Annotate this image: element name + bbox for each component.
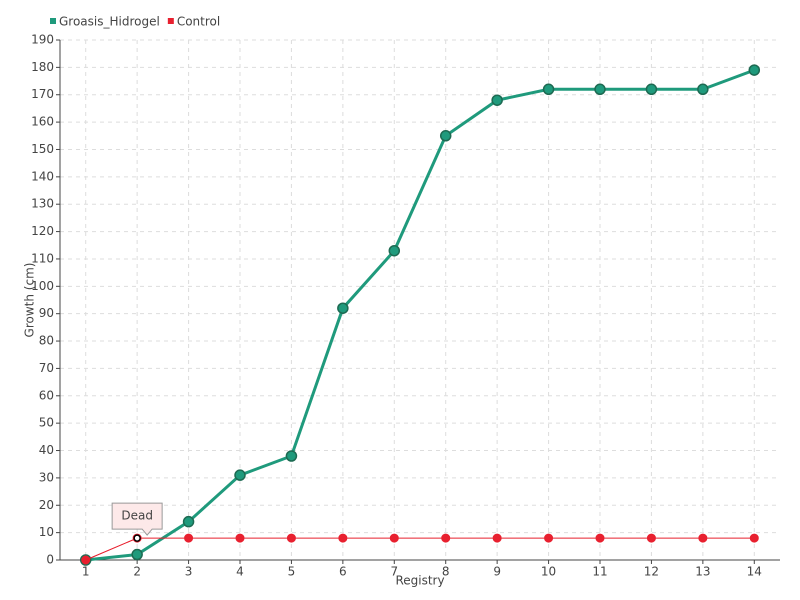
data-point [389,533,399,543]
data-point [492,533,502,543]
annotation-pointer [85,537,138,561]
y-tick-label: 110 [31,251,54,265]
x-tick-label: 11 [592,565,607,579]
annotation-box [111,502,163,536]
y-tick-label: 190 [31,33,54,47]
data-point [594,83,606,96]
data-point [234,469,246,481]
y-tick-label: 90 [39,306,54,320]
data-point [285,450,298,462]
y-tick-label: 100 [31,279,54,293]
x-tick-label: 10 [541,565,556,579]
x-tick-label: 14 [747,565,762,579]
annotation-marker [133,534,141,542]
x-axis-label: Registry [395,574,444,588]
data-point [645,83,658,96]
data-point [441,533,451,543]
x-tick-label: 2 [133,565,141,579]
data-point [388,244,401,257]
y-tick-label: 130 [31,197,54,211]
data-point [184,533,194,543]
legend-label: Groasis_Hidrogel [59,15,160,29]
x-tick-label: 12 [644,565,659,579]
x-tick-label: 6 [339,565,347,579]
y-tick-label: 140 [31,169,54,183]
data-point [697,83,709,96]
y-tick-label: 40 [39,443,54,457]
data-point [748,64,761,76]
data-point [595,533,605,543]
series-line [85,537,755,561]
data-point [749,533,759,543]
data-point [646,533,656,543]
x-tick-label: 7 [390,565,398,579]
annotation-text: Dead [121,509,153,523]
x-tick-label: 5 [288,565,296,579]
y-tick-label: 170 [31,87,54,101]
y-tick-label: 160 [31,115,54,129]
data-point [542,83,555,96]
data-point [491,94,503,106]
x-tick-label: 1 [82,565,90,579]
data-point [544,533,554,543]
y-tick-label: 180 [31,60,54,74]
y-tick-label: 60 [39,388,54,402]
data-point [337,302,349,314]
legend-label: Control [177,15,220,29]
y-axis-label: Growth (cm) [23,263,37,338]
y-tick-label: 120 [31,224,54,238]
y-tick-label: 0 [46,553,54,567]
x-tick-label: 3 [185,565,193,579]
data-point [131,548,143,561]
data-point [338,533,348,543]
y-tick-label: 20 [39,498,54,512]
x-tick-label: 9 [493,565,501,579]
y-tick-label: 80 [39,334,54,348]
y-tick-label: 10 [39,525,54,539]
data-point [235,533,245,543]
data-point [439,130,452,142]
y-tick-label: 50 [39,416,54,430]
series-line [85,68,755,562]
x-tick-label: 13 [695,565,710,579]
x-tick-label: 8 [442,565,450,579]
y-tick-label: 150 [31,142,54,156]
legend-swatch [50,18,56,24]
x-tick-label: 4 [236,565,244,579]
y-tick-label: 30 [39,470,54,484]
data-point [698,533,708,543]
y-tick-label: 70 [39,361,54,375]
data-point [286,533,296,543]
data-point [182,515,195,528]
legend-swatch [167,18,174,24]
